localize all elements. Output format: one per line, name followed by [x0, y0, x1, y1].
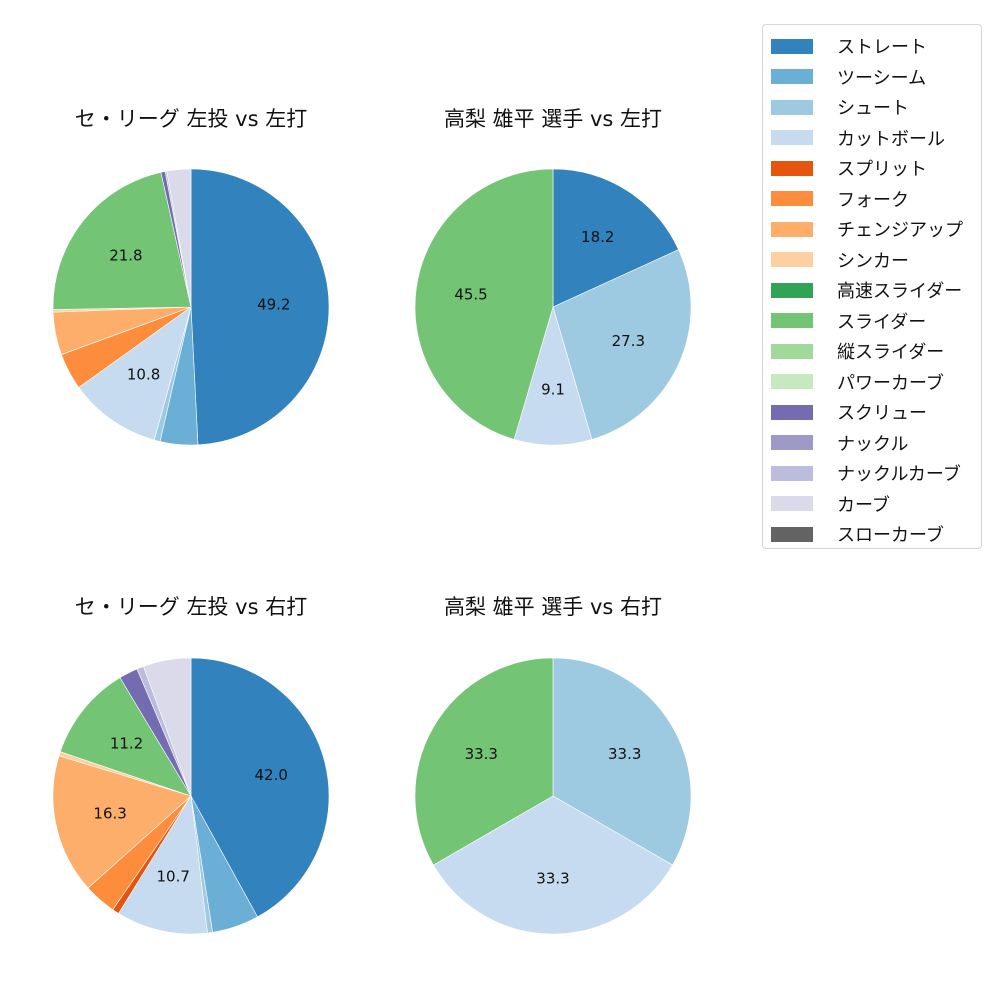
- pie-slice: [552, 249, 692, 440]
- pie-slice: [552, 657, 692, 866]
- chart-title-top-left: セ・リーグ 左投 vs 左打: [74, 107, 308, 131]
- slice-value-label: 42.0: [254, 766, 287, 784]
- legend-label: 高速スライダー: [837, 281, 963, 303]
- legend-swatch: [771, 404, 813, 420]
- legend-item: シンカー: [763, 245, 981, 276]
- legend-swatch: [771, 465, 813, 481]
- legend-item: 縦スライダー: [763, 336, 981, 367]
- legend-item: スローカーブ: [763, 519, 981, 550]
- slice-value-label: 16.3: [93, 804, 126, 822]
- slice-value-label: 10.8: [127, 365, 160, 383]
- legend-item: フォーク: [763, 184, 981, 215]
- legend-item: シュート: [763, 92, 981, 123]
- pie-slice: [552, 168, 679, 308]
- legend-label: スライダー: [837, 311, 927, 333]
- legend-swatch: [771, 343, 813, 359]
- pie-slice: [190, 168, 330, 446]
- legend-swatch: [771, 496, 813, 512]
- chart-title-bottom-right: 高梨 雄平 選手 vs 右打: [443, 595, 663, 619]
- legend-label: パワーカーブ: [837, 372, 944, 394]
- legend-label: シュート: [837, 98, 909, 120]
- legend-swatch: [771, 435, 813, 451]
- legend-item: チェンジアップ: [763, 214, 981, 245]
- legend-item: スライダー: [763, 306, 981, 337]
- legend-item: ストレート: [763, 31, 981, 62]
- slice-value-label: 45.5: [454, 286, 487, 304]
- legend-swatch: [771, 526, 813, 542]
- legend-label: カットボール: [837, 128, 945, 150]
- legend-swatch: [771, 252, 813, 268]
- legend: ストレートツーシームシュートカットボール スプリットフォークチェンジアップ シンカー…: [762, 24, 982, 549]
- chart-title-bottom-left: セ・リーグ 左投 vs 右打: [74, 595, 308, 619]
- pie-slice: [52, 171, 192, 310]
- legend-swatch: [771, 221, 813, 237]
- legend-swatch: [771, 99, 813, 115]
- pie-slice: [513, 305, 593, 446]
- legend-label: フォーク: [837, 189, 909, 211]
- legend-item: スプリット: [763, 153, 981, 184]
- legend-label: チェンジアップ: [837, 220, 963, 242]
- legend-swatch: [771, 130, 813, 146]
- legend-item: ナックル: [763, 428, 981, 459]
- slice-value-label: 18.2: [581, 228, 614, 246]
- slice-value-label: 9.1: [541, 380, 565, 398]
- legend-label: カーブ: [837, 494, 890, 516]
- legend-swatch: [771, 38, 813, 54]
- pie-slice: [166, 168, 192, 308]
- legend-swatch: [771, 313, 813, 329]
- pie-slice: [190, 657, 330, 918]
- slice-value-label: 33.3: [536, 869, 569, 887]
- legend-swatch: [771, 69, 813, 85]
- pie-slice: [52, 755, 192, 889]
- slice-value-label: 11.2: [110, 735, 143, 753]
- slice-value-label: 27.3: [612, 332, 645, 350]
- pie-slice: [414, 168, 554, 440]
- legend-item: スクリュー: [763, 397, 981, 428]
- legend-label: 縦スライダー: [837, 342, 945, 364]
- legend-label: ナックルカーブ: [837, 464, 961, 486]
- slice-value-label: 21.8: [109, 246, 142, 264]
- legend-swatch: [771, 160, 813, 176]
- pie-slice: [118, 795, 208, 935]
- slice-value-label: 33.3: [465, 745, 498, 763]
- legend-swatch: [771, 282, 813, 298]
- legend-item: 高速スライダー: [763, 275, 981, 306]
- legend-item: カットボール: [763, 123, 981, 154]
- pie-slice: [59, 677, 192, 797]
- slice-value-label: 10.7: [156, 867, 189, 885]
- chart-title-top-right: 高梨 雄平 選手 vs 左打: [443, 107, 663, 131]
- legend-label: スプリット: [837, 159, 927, 181]
- legend-label: ツーシーム: [837, 67, 927, 89]
- slice-value-label: 33.3: [608, 745, 641, 763]
- pie-slice: [78, 306, 192, 441]
- slice-value-label: 49.2: [257, 295, 290, 313]
- pie-slice: [143, 657, 192, 797]
- legend-item: ナックルカーブ: [763, 458, 981, 489]
- legend-label: シンカー: [837, 250, 909, 272]
- legend-item: カーブ: [763, 489, 981, 520]
- legend-label: ナックル: [837, 433, 909, 455]
- legend-label: スクリュー: [837, 403, 927, 425]
- legend-swatch: [771, 191, 813, 207]
- legend-item: ツーシーム: [763, 62, 981, 93]
- legend-label: ストレート: [837, 37, 927, 59]
- legend-item: パワーカーブ: [763, 367, 981, 398]
- pie-slice: [414, 657, 554, 866]
- legend-label: スローカーブ: [837, 525, 944, 547]
- legend-swatch: [771, 374, 813, 390]
